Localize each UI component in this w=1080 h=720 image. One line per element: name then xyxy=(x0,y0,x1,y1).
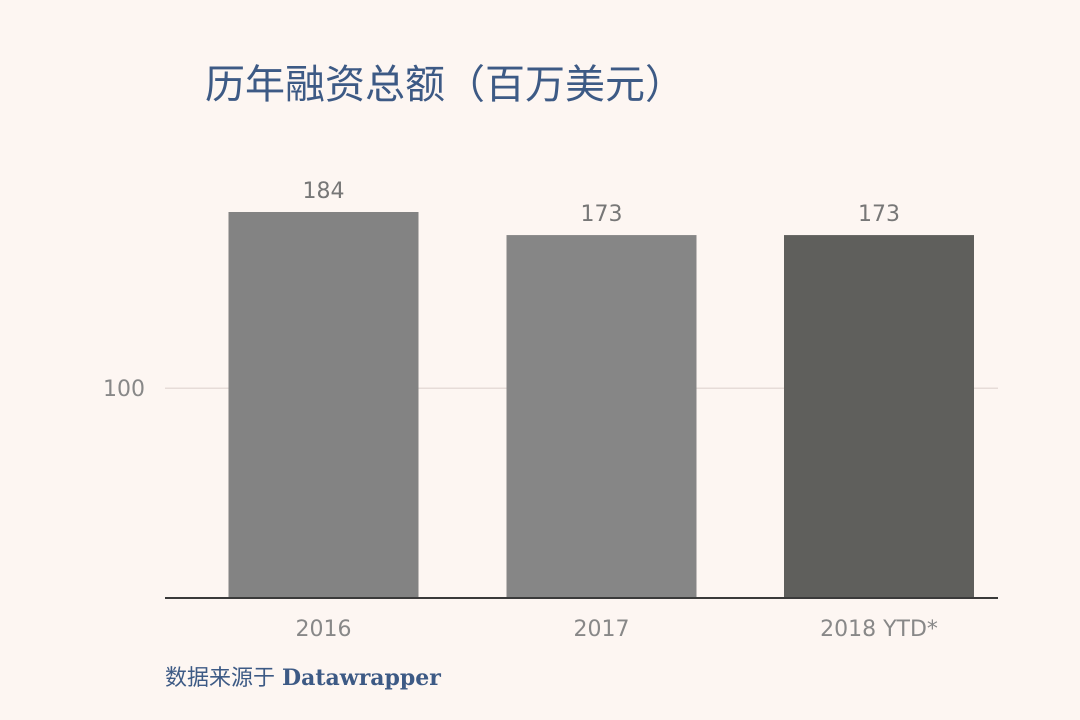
bar-value-label: 184 xyxy=(303,179,345,204)
y-tick-label: 100 xyxy=(103,377,145,402)
bar xyxy=(784,235,974,598)
bar-value-label: 173 xyxy=(581,202,623,227)
chart-title: 历年融资总额（百万美元） xyxy=(205,62,685,108)
bar xyxy=(228,212,419,598)
x-tick-label: 2016 xyxy=(296,617,352,642)
bars xyxy=(228,212,974,598)
bar xyxy=(506,235,697,598)
labels: 100 184 2016 173 2017 173 2018 YTD* xyxy=(103,179,938,642)
x-tick-label: 2018 YTD* xyxy=(820,617,938,642)
source-prefix: 数据来源于 xyxy=(165,666,282,691)
x-tick-label: 2017 xyxy=(574,617,630,642)
source-brand: Datawrapper xyxy=(282,665,441,691)
source-note: 数据来源于 Datawrapper xyxy=(165,665,441,691)
bar-value-label: 173 xyxy=(858,202,900,227)
